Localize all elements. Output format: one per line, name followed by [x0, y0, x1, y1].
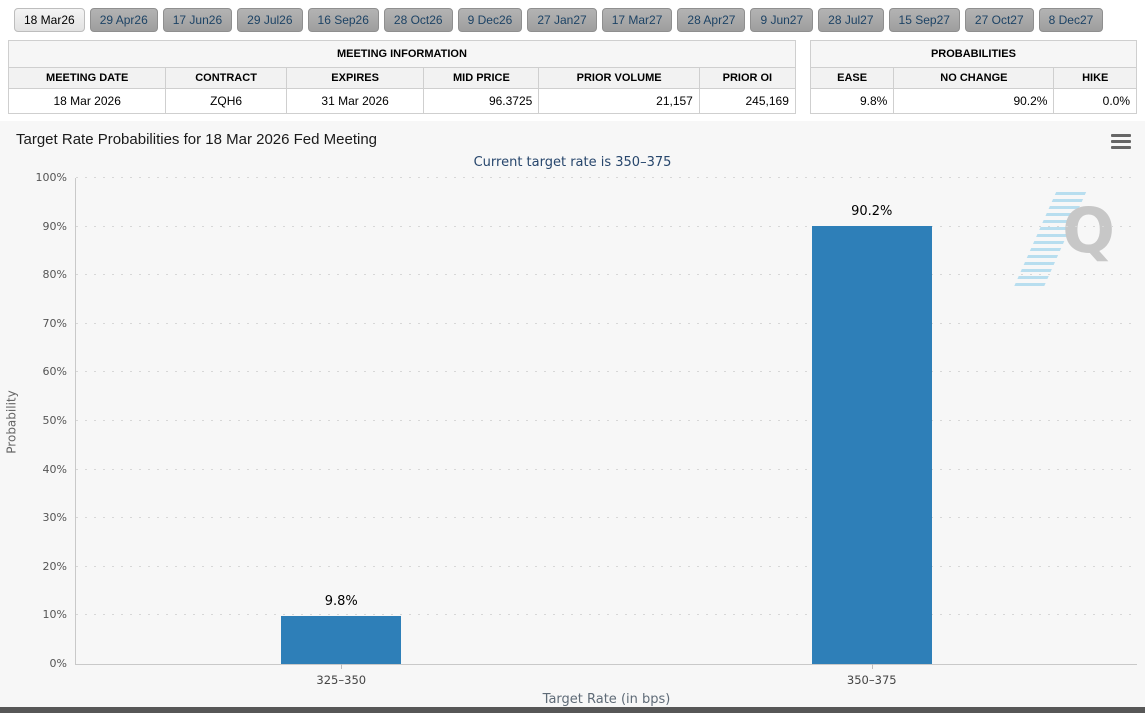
- column-header: CONTRACT: [165, 67, 287, 89]
- tab-17-jun26[interactable]: 17 Jun26: [162, 8, 233, 32]
- bar-value-label: 9.8%: [324, 594, 358, 610]
- tab-28-oct26[interactable]: 28 Oct26: [383, 8, 453, 32]
- gridline: 100%: [36, 171, 1137, 184]
- y-tick-label: 20%: [42, 559, 67, 573]
- watermark-stripes: [1013, 192, 1087, 287]
- column-header: EXPIRES: [285, 67, 425, 89]
- chart-subtitle: Current target rate is 350–375: [473, 155, 672, 170]
- meeting-info-title: MEETING INFORMATION: [8, 40, 796, 68]
- column-header: EASE: [809, 67, 895, 89]
- y-tick-label: 50%: [42, 414, 67, 427]
- cell-value: 245,169: [698, 88, 796, 114]
- y-tick-label: 40%: [42, 462, 67, 476]
- watermark-letter: Q: [1062, 194, 1115, 267]
- bar-value-label: 90.2%: [851, 203, 893, 219]
- cell-value: 0.0%: [1053, 88, 1137, 114]
- cell-value: 9.8%: [809, 88, 895, 114]
- info-tables: MEETING INFORMATION MEETING DATE CONTRACT…: [0, 38, 1145, 114]
- x-axis-title: Target Rate (in bps): [542, 692, 671, 707]
- meeting-information-table: MEETING INFORMATION MEETING DATE CONTRACT…: [7, 40, 796, 114]
- tab-9-dec26[interactable]: 9 Dec26: [457, 8, 523, 32]
- column-header: MEETING DATE: [7, 67, 167, 89]
- tab-17-mar27[interactable]: 17 Mar27: [601, 8, 673, 32]
- gridline: 50%: [43, 414, 1137, 427]
- cell-value: 31 Mar 2026: [285, 88, 425, 114]
- y-tick-label: 10%: [42, 608, 67, 622]
- tab-27-oct27[interactable]: 27 Oct27: [964, 8, 1034, 32]
- plot-area: Q Target Rate (in bps) 0% 10% 20% 30% 40% 50%…: [36, 171, 1137, 707]
- y-tick-label: 60%: [42, 365, 67, 379]
- y-tick-label: 0%: [49, 657, 67, 670]
- column-header: HIKE: [1053, 67, 1137, 89]
- cell-value: 21,157: [538, 88, 700, 114]
- bar-325–350: 9.8%: [281, 594, 402, 664]
- probabilities-table: PROBABILITIES EASE NO CHANGE HIKE 9.8% 90.2…: [809, 40, 1138, 114]
- cell-value: 96.3725: [423, 88, 540, 114]
- gridline: 60%: [43, 365, 1137, 378]
- column-header: PRIOR OI: [698, 67, 796, 89]
- bar-350–375: 90.2%: [811, 204, 932, 664]
- y-tick-label: 90%: [42, 219, 67, 233]
- footer-strip: [0, 707, 1145, 713]
- y-tick-label: 80%: [42, 268, 67, 282]
- gridline: 90%: [43, 220, 1137, 233]
- tab-9-jun27[interactable]: 9 Jun27: [750, 8, 814, 32]
- y-tick-label: 30%: [42, 511, 67, 525]
- gridline: 70%: [43, 317, 1137, 330]
- tab-18-mar26[interactable]: 18 Mar26: [14, 8, 85, 32]
- column-header: PRIOR VOLUME: [538, 67, 700, 89]
- gridline: 0%: [50, 657, 1137, 670]
- tab-27-jan27[interactable]: 27 Jan27: [527, 8, 597, 32]
- probabilities-title: PROBABILITIES: [809, 40, 1138, 68]
- tab-15-sep27[interactable]: 15 Sep27: [888, 8, 960, 32]
- chart-title: Target Rate Probabilities for 18 Mar 202…: [16, 131, 378, 148]
- gridline: 30%: [43, 511, 1137, 524]
- gridline: 10%: [43, 608, 1137, 621]
- x-tick-label: 325–350: [316, 673, 367, 687]
- tab-8-dec27[interactable]: 8 Dec27: [1038, 8, 1104, 32]
- column-header: NO CHANGE: [893, 67, 1055, 89]
- tab-28-jul27[interactable]: 28 Jul27: [818, 8, 884, 32]
- meeting-tabs: 18 Mar26 29 Apr26 17 Jun26 29 Jul26 16 Sep26…: [0, 0, 1145, 38]
- column-header: MID PRICE: [423, 67, 540, 89]
- cell-value: 18 Mar 2026: [7, 88, 167, 114]
- cell-value: ZQH6: [165, 88, 287, 114]
- x-tick: [341, 664, 343, 669]
- y-tick-label: 100%: [35, 171, 67, 184]
- tab-16-sep26[interactable]: 16 Sep26: [307, 8, 379, 32]
- gridline: 20%: [43, 560, 1137, 573]
- gridline: 80%: [43, 268, 1137, 281]
- x-tick: [871, 664, 873, 669]
- quikstrike-watermark-icon: Q: [1013, 192, 1115, 287]
- target-rate-chart: Target Rate Probabilities for 18 Mar 202…: [0, 121, 1145, 713]
- y-axis-title: Probability: [5, 389, 19, 454]
- gridline: 40%: [43, 463, 1137, 476]
- tab-29-apr26[interactable]: 29 Apr26: [89, 8, 158, 32]
- tab-28-apr27[interactable]: 28 Apr27: [677, 8, 746, 32]
- y-tick-label: 70%: [42, 316, 67, 330]
- x-tick-label: 350–375: [846, 673, 897, 687]
- cell-value: 90.2%: [893, 88, 1055, 114]
- tab-29-jul26[interactable]: 29 Jul26: [237, 8, 303, 32]
- hamburger-menu-icon[interactable]: [1111, 134, 1131, 149]
